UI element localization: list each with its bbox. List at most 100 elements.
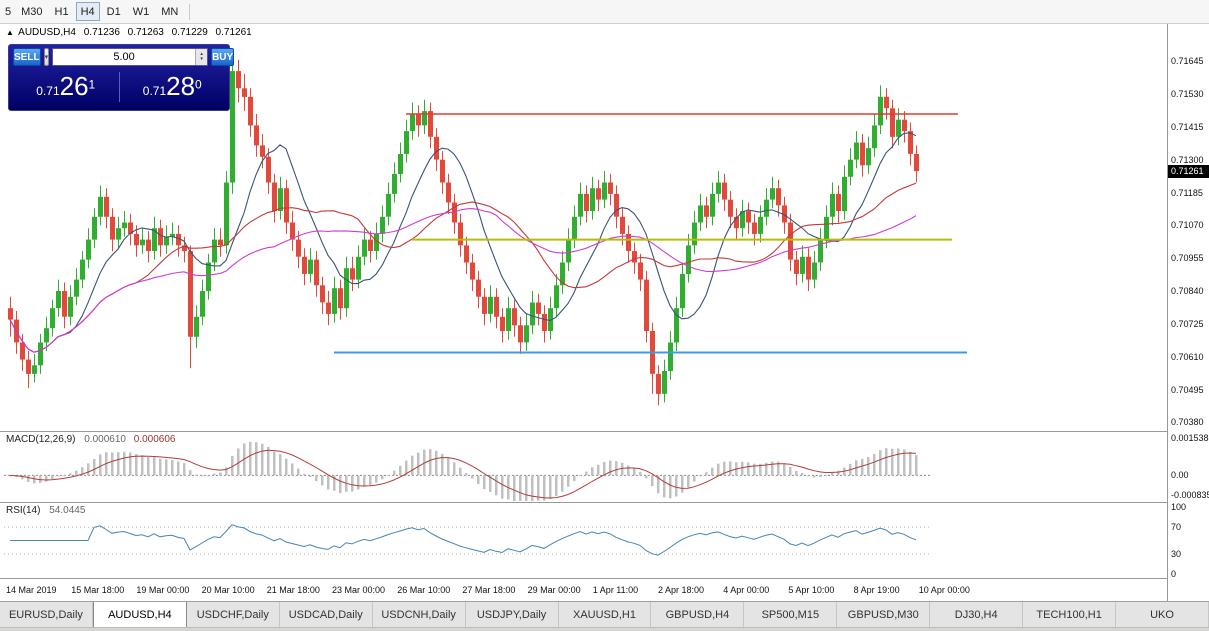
candle-series	[8, 51, 919, 406]
sell-price[interactable]: 0.71261	[13, 71, 119, 102]
rsi-axis-label: 30	[1171, 548, 1182, 559]
buy-price-small: 0.71	[142, 84, 167, 98]
chevron-down-icon: ▾	[44, 54, 49, 61]
tab-uko[interactable]: UKO	[1116, 602, 1209, 627]
chart-canvas[interactable]: 14 Mar 2019 15 Mar 18:00 19 Mar 00:00 20 Ma…	[0, 24, 1167, 601]
rsi-axis-label: 100	[1171, 502, 1187, 512]
time-label: 19 Mar 00:00	[136, 585, 189, 595]
time-label: 29 Mar 00:00	[528, 585, 581, 595]
buy-button[interactable]: BUY	[211, 48, 235, 66]
tab-dj30-h4[interactable]: DJ30,H4	[930, 602, 1024, 627]
price-divider	[118, 71, 120, 102]
time-label: 27 Mar 18:00	[462, 585, 515, 595]
ohlc-close: 0.71261	[215, 27, 252, 38]
price-tick: 0.71185	[1171, 187, 1203, 198]
price-tick: 0.71070	[1171, 220, 1204, 231]
chart-tab-bar: EURUSD,Daily AUDUSD,H4 USDCHF,Daily USDCAD,…	[0, 601, 1209, 627]
timeframe-button-h4[interactable]: H4	[75, 2, 100, 21]
sell-price-sup: 1	[88, 77, 96, 92]
time-label: 8 Apr 19:00	[854, 585, 900, 595]
ohlc-low: 0.71229	[171, 27, 208, 38]
time-label: 21 Mar 18:00	[267, 585, 320, 595]
macd-axis-label: -0.0008356	[1171, 490, 1209, 501]
spinner-up-icon[interactable]: ▴	[200, 51, 203, 57]
ma-45-line[interactable]	[9, 208, 917, 353]
sell-button[interactable]: SELL	[13, 48, 41, 66]
price-tick: 0.71530	[1171, 88, 1204, 99]
buy-price[interactable]: 0.71280	[120, 71, 226, 102]
price-tick: 0.71645	[1171, 56, 1204, 67]
tab-usdcad-daily[interactable]: USDCAD,Daily	[280, 602, 373, 627]
tab-usdjpy-daily[interactable]: USDJPY,Daily	[466, 602, 559, 627]
price-tick: 0.71300	[1171, 154, 1204, 165]
chart-header: ▲ AUDUSD,H4 0.71236 0.71263 0.71229 0.71…	[6, 27, 252, 38]
time-label: 26 Mar 10:00	[397, 585, 450, 595]
chart-symbol-icon: ▲	[6, 28, 14, 37]
chart-region: 14 Mar 2019 15 Mar 18:00 19 Mar 00:00 20 Ma…	[0, 24, 1209, 601]
timeframe-button-m30[interactable]: M30	[16, 2, 47, 21]
volume-dropdown[interactable]: ▾	[43, 48, 50, 66]
macd-axis-label: 0.00	[1171, 470, 1189, 481]
time-label: 4 Apr 00:00	[723, 585, 769, 595]
volume-input[interactable]	[53, 49, 196, 65]
time-label: 10 Apr 00:00	[919, 585, 970, 595]
tab-usdchf-daily[interactable]: USDCHF,Daily	[187, 602, 280, 627]
trade-prices-row: 0.71261 0.71280	[13, 66, 225, 107]
macd-axis-label: 0.0015388	[1171, 433, 1209, 444]
price-tick: 0.70840	[1171, 286, 1204, 297]
timeframe-button-mn[interactable]: MN	[156, 2, 183, 21]
tab-usdcnh-daily[interactable]: USDCNH,Daily	[373, 602, 466, 627]
rsi-label: RSI(14)	[6, 505, 41, 516]
bottom-strip	[0, 627, 1209, 631]
macd-header: MACD(12,26,9) 0.000610 0.000606	[6, 434, 175, 445]
timeframe-button-d1[interactable]: D1	[102, 2, 126, 21]
trade-controls-row: SELL ▾ ▴ ▾ BUY	[13, 48, 235, 66]
tab-gbpusd-m30[interactable]: GBPUSD,M30	[837, 602, 931, 627]
tab-xauusd-h1[interactable]: XAUUSD,H1	[559, 602, 652, 627]
tab-gbpusd-h4[interactable]: GBPUSD,H4	[651, 602, 745, 627]
rsi-value: 54.0445	[49, 505, 86, 516]
ma-10-line[interactable]	[9, 132, 917, 353]
time-label: 20 Mar 10:00	[202, 585, 255, 595]
toolbar-separator	[189, 3, 191, 20]
macd-signal-line	[9, 449, 917, 499]
ohlc-open: 0.71236	[83, 27, 120, 38]
price-tick: 0.70725	[1171, 318, 1204, 329]
price-tick: 0.70495	[1171, 384, 1204, 395]
sell-price-small: 0.71	[36, 84, 60, 98]
timeframe-button-h1[interactable]: H1	[50, 2, 74, 21]
macd-signal-value: 0.000606	[133, 434, 176, 445]
current-price-tag: 0.71261	[1168, 164, 1209, 178]
rsi-header: RSI(14) 54.0445	[6, 505, 85, 516]
time-label: 15 Mar 18:00	[71, 585, 124, 595]
rsi-line	[10, 524, 917, 556]
price-tick: 0.71415	[1171, 121, 1204, 132]
buy-price-big: 28	[166, 71, 196, 101]
rsi-axis-label: 0	[1171, 569, 1177, 579]
tab-tech100-h1[interactable]: TECH100,H1	[1023, 602, 1117, 627]
timeframe-button-5[interactable]: 5	[2, 2, 14, 21]
tab-eurusd-daily[interactable]: EURUSD,Daily	[0, 602, 93, 627]
time-label: 2 Apr 18:00	[658, 585, 704, 595]
volume-spinner[interactable]: ▴ ▾	[195, 49, 208, 65]
volume-field: ▴ ▾	[52, 48, 209, 66]
time-label: 23 Mar 00:00	[332, 585, 385, 595]
one-click-trading-panel: SELL ▾ ▴ ▾ BUY 0.71261 0.71280	[8, 44, 235, 111]
tab-audusd-h4[interactable]: AUDUSD,H4	[92, 602, 187, 627]
price-tick: 0.70610	[1171, 351, 1204, 362]
time-label: 14 Mar 2019	[6, 585, 57, 595]
buy-price-sup: 0	[195, 77, 202, 92]
ohlc-high: 0.71263	[127, 27, 164, 38]
timeframe-button-w1[interactable]: W1	[128, 2, 155, 21]
spinner-down-icon[interactable]: ▾	[200, 56, 203, 62]
chart-symbol-label: AUDUSD,H4	[18, 27, 76, 38]
macd-histogram	[9, 441, 918, 501]
time-label: 1 Apr 11:00	[593, 585, 638, 595]
timeframe-buttons: 5 M30 H1 H4 D1 W1 MN	[1, 2, 184, 21]
tab-sp500-m15[interactable]: SP500,M15	[744, 602, 838, 627]
timeframe-toolbar: 5 M30 H1 H4 D1 W1 MN	[0, 0, 1209, 24]
macd-label: MACD(12,26,9)	[6, 434, 76, 445]
price-axis[interactable]: 0.71645 0.71530 0.71415 0.71300 0.71185 0.710…	[1167, 24, 1209, 601]
ma-22-line[interactable]	[9, 182, 917, 353]
price-tick: 0.70380	[1171, 417, 1204, 428]
